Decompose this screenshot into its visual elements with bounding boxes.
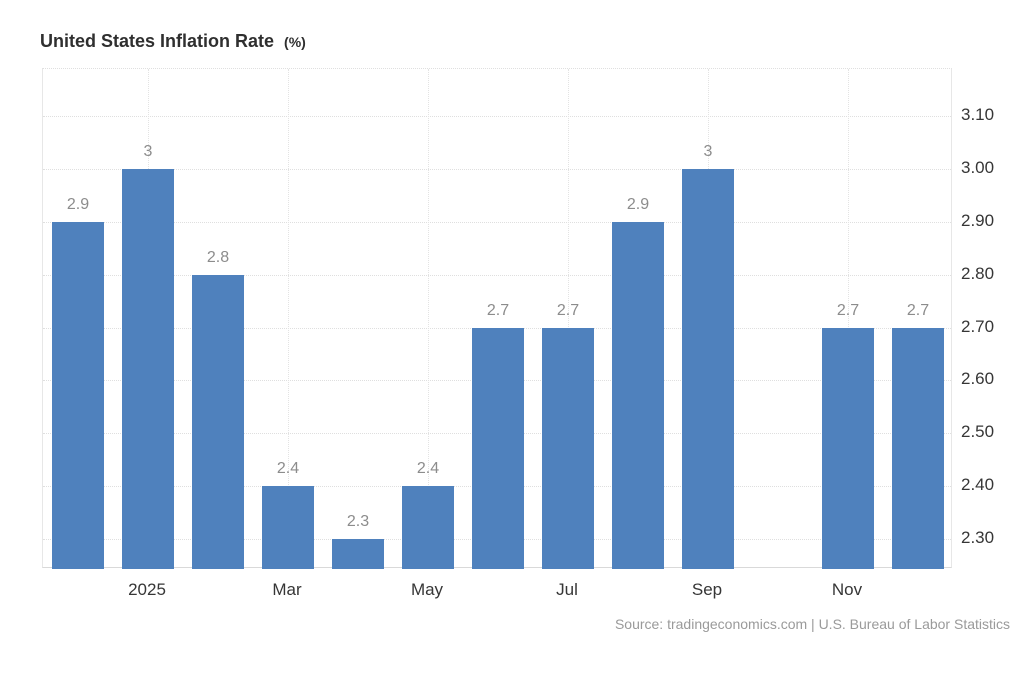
- bar[interactable]: [52, 221, 104, 569]
- y-tick-label: 2.30: [961, 527, 995, 547]
- bar-value-label: 2.7: [486, 301, 510, 319]
- bar-value-label: 2.9: [66, 195, 90, 213]
- y-tick-label: 2.70: [961, 316, 995, 336]
- y-tick-label: 2.80: [961, 263, 995, 283]
- bar-value-label: 2.8: [206, 248, 230, 266]
- y-tick-label: 2.60: [961, 369, 995, 389]
- bar[interactable]: [542, 327, 594, 569]
- y-tick-label: 3.00: [961, 157, 995, 177]
- x-tick-label: May: [410, 580, 444, 599]
- x-tick-label: Nov: [831, 580, 863, 599]
- bar-value-label: 2.4: [276, 460, 300, 477]
- x-tick-label: Jul: [556, 580, 578, 599]
- bar[interactable]: [192, 274, 244, 569]
- x-tick-label: 2025: [128, 580, 166, 599]
- bar[interactable]: [612, 221, 664, 569]
- plot-area: 2.9 3 2.8 2.4 2.3 2.4 2.7 2.7 2.9 3 2.7 2.7: [42, 68, 952, 569]
- bar[interactable]: [892, 327, 944, 569]
- bar[interactable]: [262, 486, 314, 569]
- bar-value-label: 2.7: [836, 301, 860, 319]
- v-gridline: [848, 69, 849, 567]
- chart-title-unit: (%): [284, 34, 306, 50]
- h-gridline: [43, 116, 951, 117]
- bar[interactable]: [402, 486, 454, 569]
- v-gridline: [428, 69, 429, 567]
- h-gridline: [43, 168, 951, 170]
- bar-value-label: 2.7: [556, 301, 580, 319]
- bar[interactable]: [682, 168, 734, 569]
- source-attribution: Source: tradingeconomics.com | U.S. Bure…: [614, 616, 1010, 632]
- y-tick-label: 3.10: [961, 105, 995, 124]
- bar[interactable]: [122, 168, 174, 569]
- chart-title: United States Inflation Rate (%): [40, 31, 306, 52]
- h-gridline: [43, 274, 951, 276]
- chart-title-text: United States Inflation Rate: [40, 31, 275, 51]
- bar[interactable]: [822, 327, 874, 569]
- bar[interactable]: [472, 327, 524, 569]
- bar-value-label: 3: [143, 142, 153, 160]
- bar-value-label: 2.7: [906, 301, 930, 319]
- v-gridline: [568, 69, 569, 567]
- bar[interactable]: [332, 538, 384, 569]
- h-gridline: [43, 221, 951, 223]
- v-gridline: [288, 69, 289, 567]
- bar-value-label: 2.9: [626, 195, 650, 213]
- x-tick-label: Mar: [272, 580, 302, 599]
- y-tick-label: 2.90: [961, 210, 995, 230]
- bar-value-label: 2.3: [346, 512, 370, 530]
- y-tick-label: 2.50: [961, 422, 995, 442]
- y-tick-label: 2.40: [961, 475, 995, 494]
- bar-value-label: 2.4: [416, 460, 440, 477]
- x-tick-label: Sep: [691, 580, 723, 599]
- bar-value-label: 3: [703, 142, 713, 160]
